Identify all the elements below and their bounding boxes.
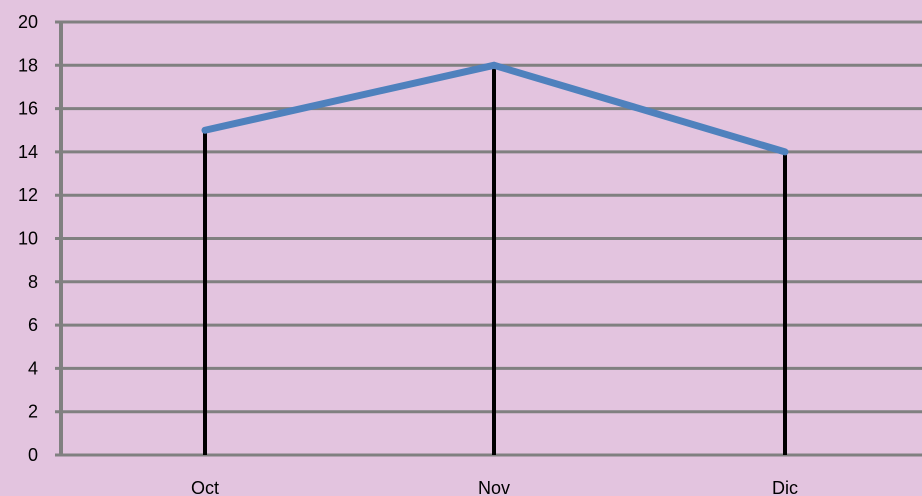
y-tick-label-16: 16 xyxy=(18,99,38,119)
y-tick-label-4: 4 xyxy=(28,358,38,378)
y-tick-label-6: 6 xyxy=(28,315,38,335)
series-lines xyxy=(201,61,789,156)
data-point-nov xyxy=(491,62,497,68)
x-tick-label-dic: Dic xyxy=(772,478,798,496)
y-tick-label-18: 18 xyxy=(18,55,38,75)
y-tick-label-20: 20 xyxy=(18,12,38,32)
data-point-oct xyxy=(202,127,208,133)
y-tick-labels: 0 2 4 6 8 10 12 14 16 18 20 xyxy=(18,12,38,465)
y-tick-label-10: 10 xyxy=(18,229,38,249)
y-tick-label-12: 12 xyxy=(18,185,38,205)
drop-lines xyxy=(203,65,787,455)
x-tick-labels: Oct Nov Dic xyxy=(191,478,798,496)
y-tick-label-14: 14 xyxy=(18,142,38,162)
y-tick-label-8: 8 xyxy=(28,272,38,292)
gridlines xyxy=(55,20,922,457)
x-tick-label-nov: Nov xyxy=(478,478,510,496)
x-tick-label-oct: Oct xyxy=(191,478,219,496)
y-tick-label-0: 0 xyxy=(28,445,38,465)
data-point-dic xyxy=(782,149,788,155)
y-tick-label-2: 2 xyxy=(28,402,38,422)
